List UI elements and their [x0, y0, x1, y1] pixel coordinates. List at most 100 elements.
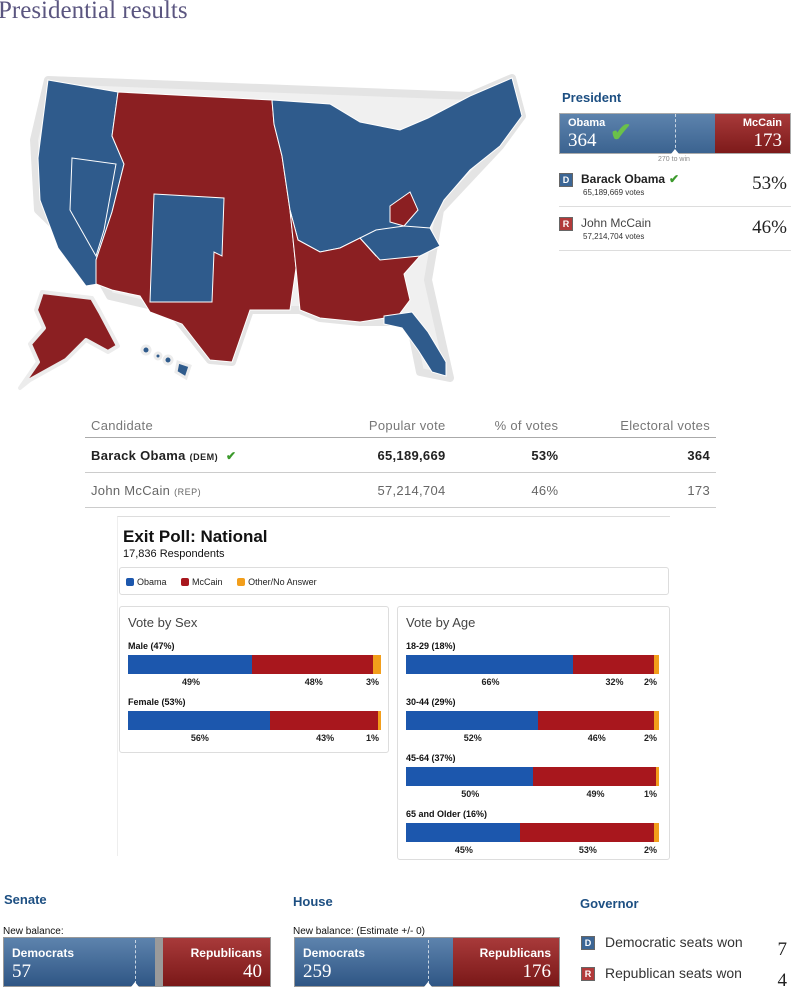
house-dem-side: Democrats 259 [295, 938, 453, 987]
senate-balance-label: New balance: [3, 926, 64, 937]
map-region-hawaii[interactable] [140, 344, 192, 381]
cell-electoral: 173 [564, 472, 716, 508]
poll-group-by_age-2: 45-64 (37%) 50% 49% 1% [406, 753, 659, 801]
other-percent: 1% [366, 733, 380, 743]
other-segment [373, 655, 381, 674]
electoral-rep-name: McCain [742, 117, 782, 129]
legend-item-obama: Obama [126, 577, 167, 587]
senate-dem-side: Democrats 57 [4, 938, 155, 987]
mccain-percent: 46% [587, 733, 606, 743]
obama-segment [128, 655, 252, 674]
house-dem-seats: 259 [303, 961, 332, 982]
vote-by-sex-title: Vote by Sex [128, 615, 198, 630]
map-region-alaska[interactable] [18, 290, 120, 390]
map-region-west-virginia[interactable] [389, 191, 419, 227]
obama-percent: 49% [181, 677, 200, 687]
president-heading: President [562, 90, 622, 105]
other-segment [653, 655, 659, 674]
us-electoral-map[interactable] [0, 60, 550, 400]
obama-segment [406, 767, 533, 786]
electoral-vote-bar: Obama 364 ✔ McCain 173 [559, 113, 791, 154]
electoral-rep-side: McCain 173 [715, 114, 790, 153]
rep-badge: R [559, 217, 573, 231]
obama-segment [128, 711, 270, 730]
legend-item-mccain: McCain [181, 577, 223, 587]
map-region-colorado-new-mexico[interactable] [149, 193, 225, 303]
candidate-percent: 53% [752, 173, 787, 194]
vote-by-age-title: Vote by Age [406, 615, 476, 630]
mccain-segment [572, 655, 654, 674]
governor-label: Republican seats won [605, 965, 742, 981]
poll-percent-labels: 56% 43% 1% [128, 732, 381, 744]
poll-stacked-bar [406, 655, 659, 674]
senate-undecided [155, 938, 163, 986]
poll-group-by_sex-0: Male (47%) 49% 48% 3% [128, 641, 381, 689]
electoral-dem-votes: 364 [568, 130, 597, 151]
map-region-nevada[interactable] [69, 157, 117, 258]
results-table: Candidate Popular vote % of votes Electo… [85, 416, 716, 508]
vote-by-age-card: Vote by Age 18-29 (18%) 66% 32% 2% 30-44 (29… [397, 606, 670, 860]
other-segment [378, 711, 381, 730]
exit-poll-legend: Obama McCain Other/No Answer [119, 567, 669, 595]
obama-percent: 52% [463, 733, 482, 743]
col-electoral: Electoral votes [564, 416, 716, 438]
governor-heading: Governor [580, 896, 639, 911]
obama-percent: 50% [461, 789, 480, 799]
exit-poll-title: Exit Poll: National [123, 527, 268, 546]
governor-label: Democratic seats won [605, 934, 743, 950]
majority-line [428, 940, 429, 984]
senate-rep-label: Republicans [190, 946, 262, 960]
poll-percent-labels: 45% 53% 2% [406, 844, 659, 856]
poll-group-by_age-0: 18-29 (18%) 66% 32% 2% [406, 641, 659, 689]
poll-group-label: Female (53%) [128, 697, 186, 707]
senate-rep-side: Republicans 40 [163, 938, 270, 986]
other-percent: 2% [644, 677, 658, 687]
mccain-percent: 53% [578, 845, 597, 855]
senate-dem-seats: 57 [12, 961, 31, 982]
governor-value: 4 [777, 970, 788, 991]
exit-poll-frame [117, 516, 670, 856]
poll-percent-labels: 66% 32% 2% [406, 676, 659, 688]
senate-heading: Senate [4, 892, 47, 907]
obama-percent: 66% [481, 677, 500, 687]
poll-percent-labels: 52% 46% 2% [406, 732, 659, 744]
governor-row-rep: R Republican seats won 4 [581, 964, 791, 991]
senate-rep-seats: 40 [243, 961, 262, 982]
poll-stacked-bar [406, 767, 659, 786]
exit-poll-respondents: 17,836 Respondents [123, 548, 225, 560]
map-region-virginia-carolina[interactable] [359, 225, 441, 261]
house-rep-seats: 176 [522, 961, 552, 982]
poll-group-label: 18-29 (18%) [406, 641, 456, 651]
obama-percent: 56% [190, 733, 209, 743]
table-row: John McCain (REP) 57,214,704 46% 173 [85, 472, 716, 508]
page-title: Presidential results [0, 0, 188, 24]
check-icon: ✔ [226, 449, 237, 463]
cell-popular-vote: 65,189,669 [319, 437, 452, 473]
house-rep-side: Republicans 176 [453, 938, 559, 986]
mccain-percent: 49% [586, 789, 605, 799]
rep-badge: R [581, 967, 595, 981]
house-dem-label: Democrats [303, 946, 366, 960]
other-percent: 3% [366, 677, 380, 687]
other-percent: 2% [644, 733, 658, 743]
check-icon: ✔ [610, 117, 632, 147]
electoral-rep-votes: 173 [753, 130, 783, 151]
poll-stacked-bar [128, 655, 381, 674]
house-seat-bar: Democrats 259 Republicans 176 [294, 937, 560, 987]
col-percent: % of votes [451, 416, 565, 438]
mccain-segment [537, 711, 654, 730]
poll-group-label: 45-64 (37%) [406, 753, 456, 763]
majority-line [135, 940, 136, 984]
senate-seat-bar: Democrats 57 Republicans 40 [3, 937, 271, 987]
mccain-segment [519, 823, 654, 842]
map-region-florida[interactable] [383, 311, 447, 377]
electoral-dem-name: Obama [568, 117, 606, 129]
other-percent: 2% [644, 845, 658, 855]
cell-candidate: John McCain (REP) [85, 472, 320, 508]
poll-group-by_sex-1: Female (53%) 56% 43% 1% [128, 697, 381, 745]
other-segment [653, 823, 659, 842]
mccain-segment [269, 711, 379, 730]
col-candidate: Candidate [85, 416, 320, 438]
poll-group-label: 65 and Older (16%) [406, 809, 488, 819]
house-rep-label: Republicans [479, 946, 551, 960]
